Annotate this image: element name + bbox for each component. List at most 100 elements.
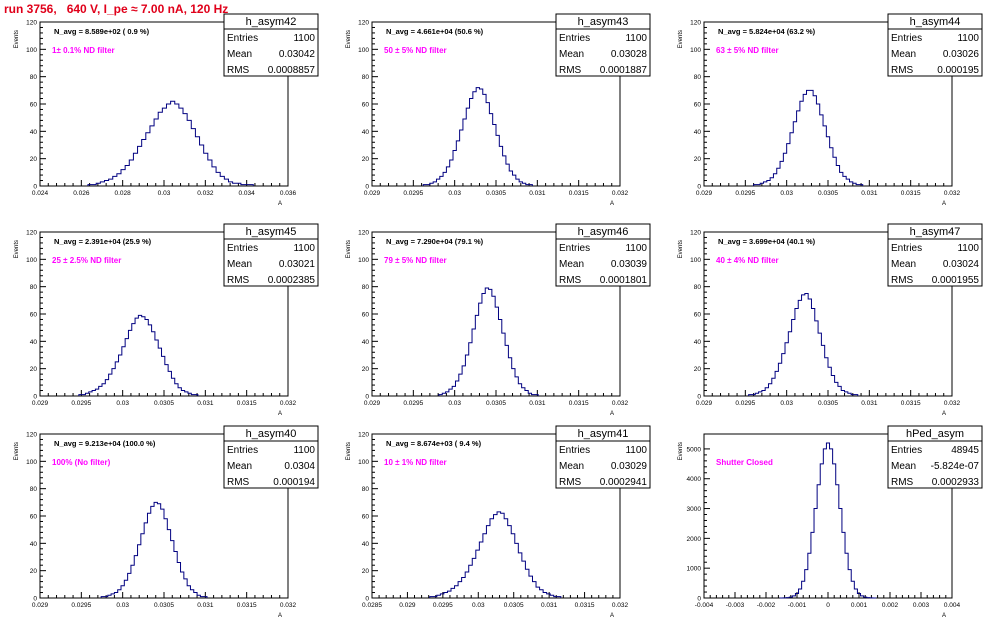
x-axis-label: A <box>610 201 614 207</box>
y-tick-label: 120 <box>690 20 701 27</box>
x-tick-label: 0.026 <box>73 190 90 197</box>
stats-box <box>887 13 983 77</box>
stats-rms-value: 0.000194 <box>273 477 315 488</box>
histogram-series <box>429 511 562 598</box>
stats-box <box>223 223 319 287</box>
x-tick-label: 0.031 <box>861 400 878 407</box>
y-tick-label: 80 <box>30 74 38 81</box>
stats-title: h_asym41 <box>578 428 629 440</box>
y-tick-label: 60 <box>362 514 370 521</box>
y-tick-label: 80 <box>694 74 702 81</box>
stats-entries-value: 1100 <box>293 445 315 456</box>
stats-entries-label: Entries <box>227 33 258 44</box>
stats-mean-value: 0.03021 <box>279 259 316 270</box>
x-tick-label: 0.0295 <box>735 190 755 197</box>
x-tick-label: 0.031 <box>529 400 546 407</box>
y-tick-label: 80 <box>694 284 702 291</box>
stats-mean-value: -5.824e-07 <box>931 461 980 472</box>
x-tick-label: 0.032 <box>197 190 214 197</box>
x-tick-label: 0.03 <box>116 400 129 407</box>
x-tick-label: 0.032 <box>280 602 297 609</box>
x-tick-label: 0.029 <box>32 400 49 407</box>
stats-entries-label: Entries <box>227 445 258 456</box>
y-axis-label: Events <box>678 240 684 258</box>
stats-mean-value: 0.03042 <box>279 49 316 60</box>
y-axis-label: Events <box>346 442 352 460</box>
x-tick-label: 0.001 <box>851 602 868 609</box>
stats-entries-label: Entries <box>559 445 590 456</box>
y-tick-label: 120 <box>358 230 369 237</box>
y-tick-label: 100 <box>26 47 37 54</box>
navg-label: N_avg = 4.661e+04 (50.6 %) <box>386 27 484 36</box>
x-tick-label: 0.03 <box>448 400 461 407</box>
x-tick-label: 0.034 <box>239 190 256 197</box>
stats-entries-label: Entries <box>891 33 922 44</box>
stats-entries-value: 1100 <box>625 33 647 44</box>
y-axis-label: Events <box>678 30 684 48</box>
x-tick-label: -0.004 <box>695 602 714 609</box>
x-tick-label: 0.024 <box>32 190 49 197</box>
stats-title: h_asym40 <box>246 428 297 440</box>
x-axis-label: A <box>942 201 946 207</box>
stats-entries-label: Entries <box>891 445 922 456</box>
y-axis-label: Events <box>346 240 352 258</box>
x-tick-label: 0.0315 <box>569 190 589 197</box>
stats-rms-value: 0.0002941 <box>600 477 648 488</box>
y-tick-label: 60 <box>30 102 38 109</box>
stats-mean-label: Mean <box>891 259 916 270</box>
y-tick-label: 4000 <box>687 476 702 483</box>
y-tick-label: 100 <box>26 459 37 466</box>
y-axis-label: Events <box>14 240 20 258</box>
y-tick-label: 60 <box>694 102 702 109</box>
stats-entries-value: 1100 <box>625 445 647 456</box>
stats-rms-label: RMS <box>227 65 250 76</box>
y-tick-label: 0 <box>33 394 37 401</box>
y-tick-label: 0 <box>697 394 701 401</box>
x-tick-label: 0.0315 <box>569 400 589 407</box>
x-tick-label: 0.029 <box>399 602 416 609</box>
y-tick-label: 20 <box>362 568 370 575</box>
x-tick-label: 0.03 <box>472 602 485 609</box>
y-tick-label: 40 <box>362 129 370 136</box>
stats-rms-value: 0.0001955 <box>932 275 980 286</box>
x-axis-label: A <box>278 201 282 207</box>
y-tick-label: 80 <box>30 486 38 493</box>
y-tick-label: 20 <box>30 156 38 163</box>
x-tick-label: 0.0315 <box>575 602 595 609</box>
x-tick-label: 0.03 <box>116 602 129 609</box>
navg-label: N_avg = 7.290e+04 (79.1 %) <box>386 237 484 246</box>
y-tick-label: 120 <box>358 20 369 27</box>
stats-entries-value: 1100 <box>957 243 979 254</box>
stats-rms-value: 0.000195 <box>937 65 979 76</box>
x-tick-label: 0.004 <box>944 602 961 609</box>
y-tick-label: 60 <box>30 312 38 319</box>
y-tick-label: 5000 <box>687 446 702 453</box>
filter-annotation: 50 ± 5% ND filter <box>384 46 447 55</box>
y-tick-label: 60 <box>694 312 702 319</box>
x-tick-label: 0.031 <box>861 190 878 197</box>
x-tick-label: -0.001 <box>788 602 807 609</box>
navg-label: N_avg = 8.674e+03 ( 9.4 %) <box>386 439 482 448</box>
stats-mean-value: 0.03029 <box>611 461 648 472</box>
stats-mean-label: Mean <box>891 461 916 472</box>
y-axis-label: Events <box>678 442 684 460</box>
x-tick-label: 0.032 <box>280 400 297 407</box>
y-tick-label: 80 <box>362 486 370 493</box>
x-tick-label: 0.002 <box>882 602 899 609</box>
y-tick-label: 100 <box>358 459 369 466</box>
y-tick-label: 20 <box>694 156 702 163</box>
x-tick-label: 0.029 <box>364 400 381 407</box>
stats-mean-value: 0.03024 <box>943 259 980 270</box>
x-tick-label: 0.032 <box>612 602 629 609</box>
stats-rms-value: 0.0001887 <box>600 65 648 76</box>
x-tick-label: 0.032 <box>612 400 629 407</box>
stats-rms-label: RMS <box>559 477 582 488</box>
y-tick-label: 100 <box>690 47 701 54</box>
stats-mean-value: 0.03028 <box>611 49 648 60</box>
stats-rms-value: 0.0002933 <box>932 477 980 488</box>
y-tick-label: 40 <box>694 129 702 136</box>
stats-rms-value: 0.0002385 <box>268 275 316 286</box>
stats-mean-label: Mean <box>559 259 584 270</box>
navg-label: N_avg = 8.589e+02 ( 0.9 %) <box>54 27 150 36</box>
